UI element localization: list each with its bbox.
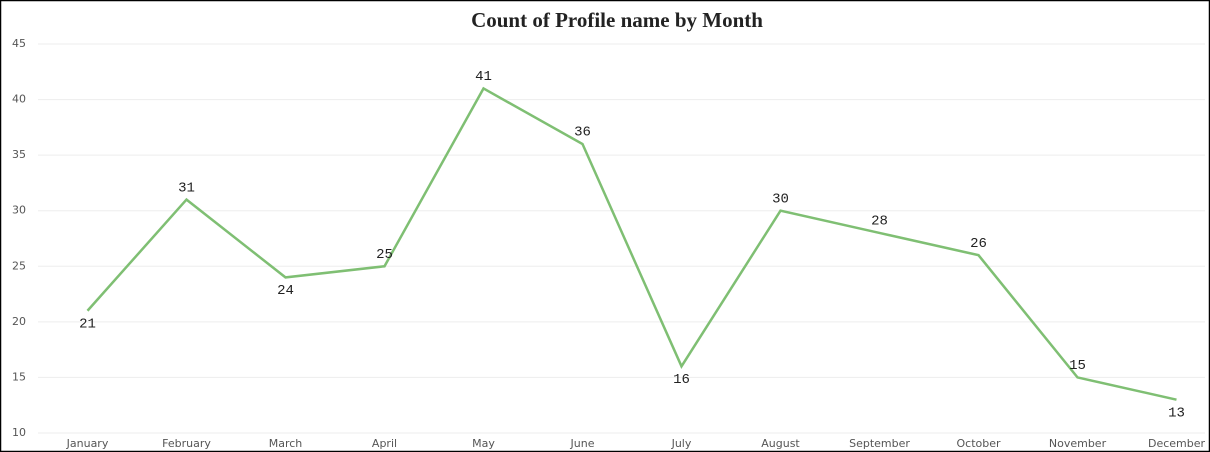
x-tick-label: May: [472, 437, 495, 450]
y-tick-label: 35: [12, 148, 26, 161]
x-tick-label: March: [269, 437, 303, 450]
x-tick-label: April: [372, 437, 397, 450]
x-tick-label: December: [1148, 437, 1206, 450]
chart-title: Count of Profile name by Month: [471, 8, 763, 32]
x-tick-label: November: [1049, 437, 1107, 450]
x-tick-label: October: [956, 437, 1000, 450]
line: [86, 86, 1177, 401]
data-label: 30: [772, 191, 789, 207]
y-tick-label: 20: [12, 315, 26, 328]
x-tick-label: August: [761, 437, 800, 450]
y-tick-label: 40: [12, 93, 26, 106]
x-tick-label: June: [570, 437, 595, 450]
data-label: 28: [871, 214, 888, 230]
y-tick-label: 25: [12, 259, 26, 272]
data-label: 24: [277, 283, 294, 299]
data-label: 26: [970, 236, 987, 252]
data-label: 36: [574, 125, 591, 141]
data-label: 21: [79, 316, 96, 332]
x-tick-label: September: [849, 437, 910, 450]
x-tick-label: February: [162, 437, 211, 450]
data-label: 15: [1069, 358, 1086, 374]
data-label: 13: [1168, 405, 1185, 421]
x-tick-label: January: [66, 437, 109, 450]
y-tick-label: 45: [12, 37, 26, 50]
data-label: 41: [475, 69, 492, 85]
x-tick-label: July: [671, 437, 692, 450]
y-tick-label: 30: [12, 204, 26, 217]
data-label: 16: [673, 372, 690, 388]
y-tick-label: 10: [12, 426, 26, 439]
data-label: 31: [178, 180, 195, 196]
data-label: 25: [376, 247, 393, 263]
y-tick-label: 15: [12, 370, 26, 383]
